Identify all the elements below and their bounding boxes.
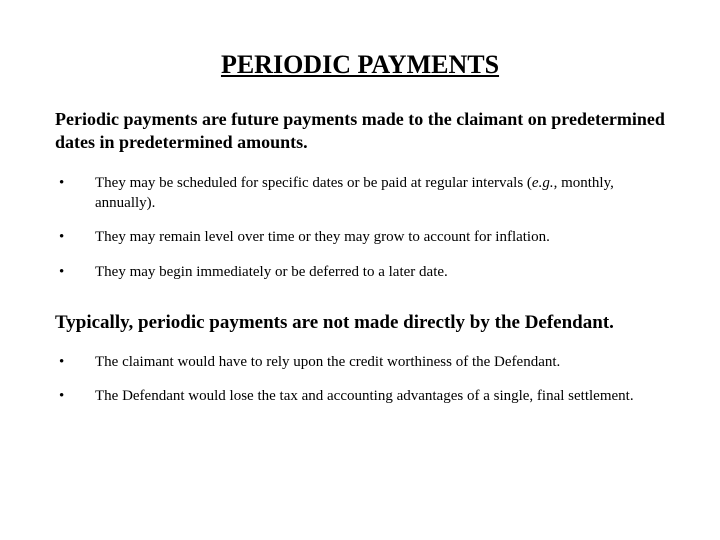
slide-page: PERIODIC PAYMENTS Periodic payments are … [0, 0, 720, 540]
bullet-text: They may remain level over time or they … [95, 227, 665, 247]
bullet-text: They may begin immediately or be deferre… [95, 262, 665, 282]
bullet-list-1: • They may be scheduled for specific dat… [55, 173, 665, 282]
bullet-text: The Defendant would lose the tax and acc… [95, 386, 665, 406]
bullet-text: They may be scheduled for specific dates… [95, 173, 665, 214]
list-item: • They may begin immediately or be defer… [55, 262, 665, 282]
bullet-text: The claimant would have to rely upon the… [95, 352, 665, 372]
list-item: • They may remain level over time or the… [55, 227, 665, 247]
bullet-icon: • [55, 262, 95, 282]
list-item: • They may be scheduled for specific dat… [55, 173, 665, 214]
bullet-icon: • [55, 227, 95, 247]
intro-paragraph: Periodic payments are future payments ma… [55, 108, 665, 155]
list-item: • The claimant would have to rely upon t… [55, 352, 665, 372]
bullet-icon: • [55, 173, 95, 193]
text-italic: e.g. [532, 175, 554, 191]
page-title: PERIODIC PAYMENTS [55, 50, 665, 80]
list-item: • The Defendant would lose the tax and a… [55, 386, 665, 406]
text-span: They may be scheduled for specific dates… [95, 175, 532, 191]
bullet-icon: • [55, 386, 95, 406]
bullet-icon: • [55, 352, 95, 372]
subheading: Typically, periodic payments are not mad… [55, 312, 665, 334]
bullet-list-2: • The claimant would have to rely upon t… [55, 352, 665, 407]
